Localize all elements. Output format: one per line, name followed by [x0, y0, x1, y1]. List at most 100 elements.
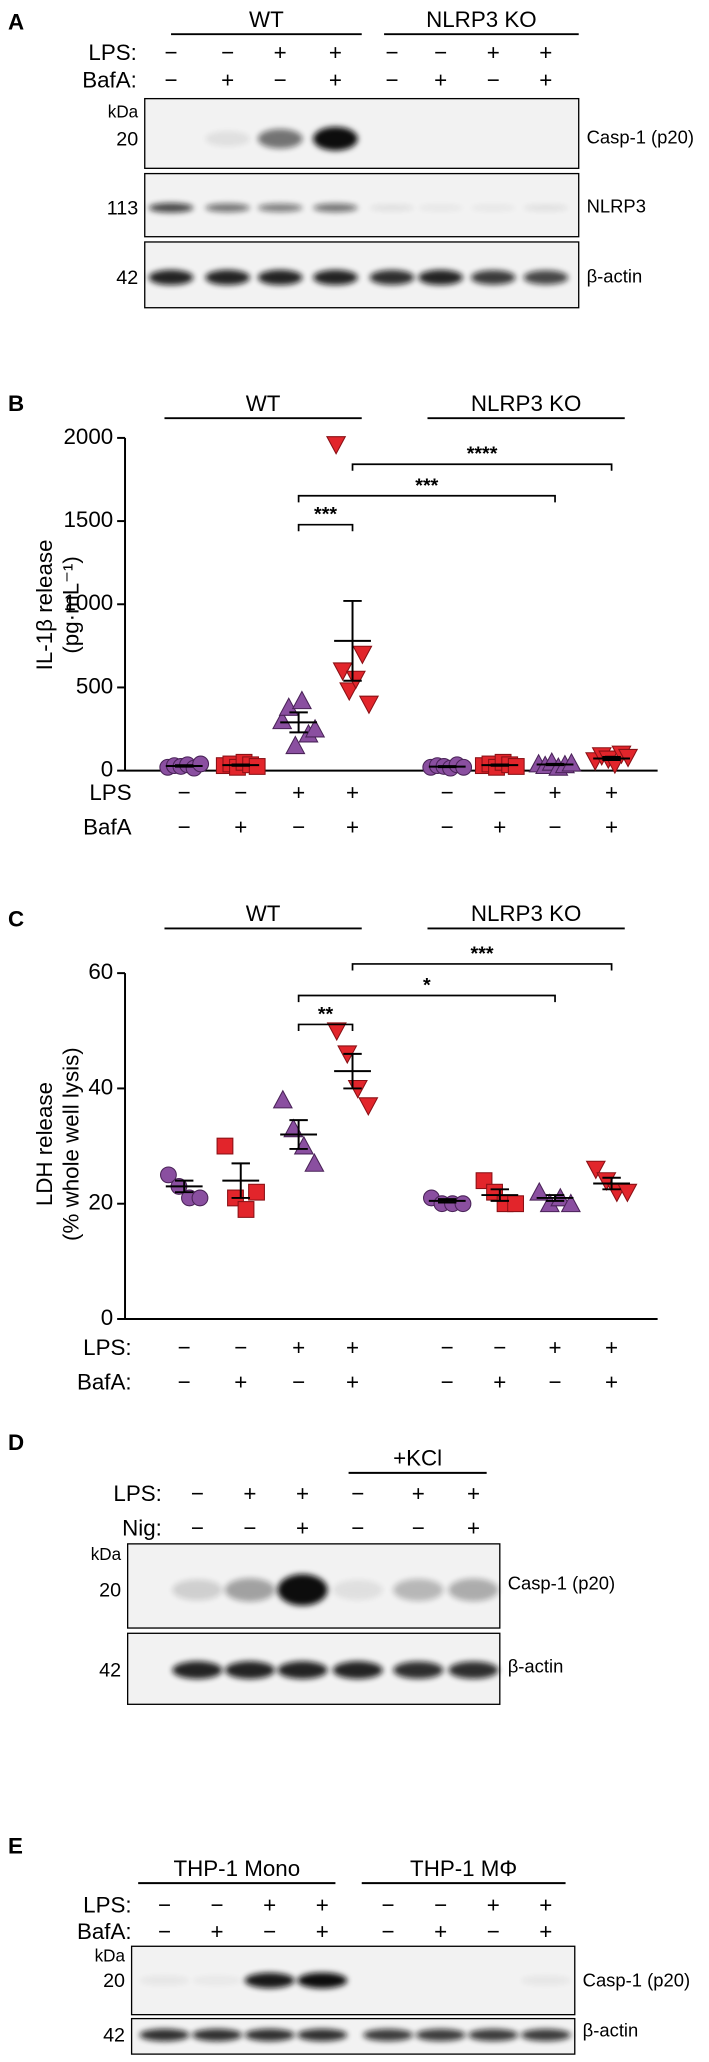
error-bar	[231, 763, 250, 767]
blot	[144, 172, 580, 238]
sign: −	[385, 40, 398, 65]
sign: +	[296, 1515, 309, 1540]
blot-label: Casp-1 (p20)	[508, 1572, 615, 1593]
kda-marker: 20	[116, 128, 138, 150]
band	[393, 1661, 444, 1679]
sign: +	[549, 780, 562, 805]
error-bar	[174, 1179, 194, 1194]
y-tick-label: 1000	[63, 590, 113, 615]
sign: −	[234, 780, 247, 805]
data-point	[304, 1153, 325, 1172]
sign: −	[493, 1335, 506, 1360]
sign: +	[346, 1335, 359, 1360]
data-point	[191, 1189, 209, 1207]
band	[520, 1975, 571, 1986]
error-bar	[289, 711, 308, 734]
data-point	[345, 670, 366, 690]
band	[297, 1972, 348, 1989]
data-point	[326, 436, 347, 455]
sign: −	[191, 1515, 204, 1540]
sign: −	[382, 1893, 395, 1918]
y-tick-label: 0	[101, 1305, 113, 1330]
sign: −	[178, 780, 191, 805]
band	[418, 269, 463, 286]
band	[520, 2028, 571, 2042]
band	[313, 203, 358, 213]
group-header: +KCl	[393, 1446, 442, 1471]
data-point	[358, 695, 380, 715]
data-point	[248, 1183, 265, 1201]
data-point	[454, 1195, 472, 1213]
sign: +	[605, 814, 618, 839]
error-bar	[490, 1188, 510, 1202]
y-tick-label: 500	[76, 673, 113, 698]
sign: +	[329, 67, 342, 92]
blot-label: NLRP3	[587, 196, 646, 217]
blot-label: β-actin	[508, 1655, 564, 1676]
sign: +	[434, 1919, 447, 1944]
sign: +	[296, 1481, 309, 1506]
band	[257, 129, 303, 149]
band	[172, 1661, 223, 1679]
sign: +	[605, 1369, 618, 1394]
band	[139, 2028, 190, 2042]
sign: −	[487, 67, 500, 92]
sign: −	[412, 1515, 425, 1540]
sign: +	[487, 1893, 500, 1918]
data-point	[192, 755, 210, 773]
sign: −	[549, 1369, 562, 1394]
sign: −	[441, 1335, 454, 1360]
sign: −	[243, 1515, 256, 1540]
band	[244, 1972, 295, 1989]
significance-bracket	[351, 463, 613, 471]
sign: −	[487, 1919, 500, 1944]
band	[369, 204, 415, 212]
sign: +	[346, 780, 359, 805]
data-point	[529, 1181, 550, 1201]
sign: +	[493, 1369, 506, 1394]
sign: −	[292, 1369, 305, 1394]
kda-marker: 42	[99, 1660, 121, 1682]
group-header: THP-1 Mono	[173, 1856, 300, 1881]
data-point	[291, 690, 312, 710]
data-point	[272, 710, 293, 730]
sign: +	[211, 1919, 224, 1944]
sign: −	[178, 1335, 191, 1360]
row-label: LPS:	[113, 1481, 161, 1506]
significance-bracket	[297, 994, 556, 1003]
band	[313, 269, 358, 286]
panel-label: D	[8, 1430, 24, 1455]
band	[172, 1579, 223, 1601]
band	[363, 2028, 414, 2042]
sign: −	[221, 40, 234, 65]
group-header: WT	[246, 391, 281, 416]
kda-marker: 20	[103, 1970, 125, 1992]
sign: +	[539, 40, 552, 65]
band	[415, 2028, 466, 2042]
sign: +	[539, 67, 552, 92]
y-tick-label: 0	[101, 757, 113, 782]
band	[470, 204, 516, 212]
error-bar	[545, 1194, 565, 1202]
sign: −	[178, 1369, 191, 1394]
sign: +	[274, 40, 287, 65]
error-bar	[289, 1119, 308, 1150]
sign: +	[346, 814, 359, 839]
band	[523, 270, 569, 285]
band	[244, 2028, 295, 2042]
y-tick-label: 1500	[63, 507, 113, 532]
band	[277, 1574, 328, 1606]
sign: −	[382, 1919, 395, 1944]
row-label: BafA:	[77, 1369, 132, 1394]
significance-bracket	[297, 523, 354, 532]
sign: +	[316, 1893, 329, 1918]
data-point	[285, 735, 306, 755]
blot-label: β-actin	[583, 2020, 639, 2041]
data-point	[326, 1022, 347, 1042]
error-bar	[602, 755, 621, 761]
band	[224, 1661, 275, 1679]
sign: −	[292, 814, 305, 839]
sign: +	[346, 1369, 359, 1394]
sign: +	[221, 67, 234, 92]
